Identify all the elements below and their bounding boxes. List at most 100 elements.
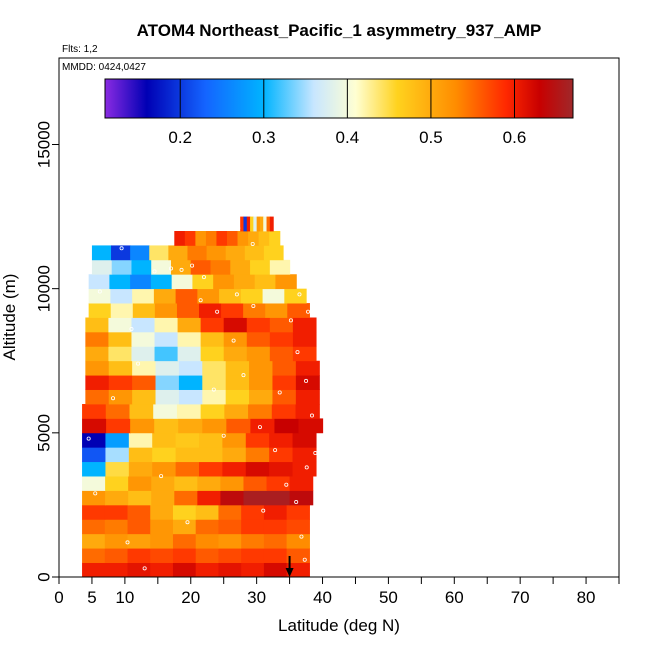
heatmap-cell (269, 432, 294, 448)
heatmap-cell (275, 274, 297, 290)
heatmap-cell (82, 519, 106, 535)
heatmap-cell (108, 360, 133, 376)
heatmap-cell (82, 548, 106, 563)
heatmap-cell (249, 375, 274, 390)
heatmap-cell (177, 346, 202, 362)
heatmap-cell (130, 245, 150, 261)
heatmap-cell (274, 418, 300, 434)
heatmap-cell (269, 447, 294, 463)
heatmap-cell (130, 418, 155, 434)
heatmap-cell (263, 504, 288, 520)
plot-frame (58, 57, 620, 578)
heatmap-cell (200, 317, 225, 333)
sample-point (251, 303, 256, 308)
heatmap-cell (175, 461, 200, 477)
heatmap-cell (174, 231, 186, 246)
heatmap-cell (216, 231, 228, 246)
heatmap-cell (269, 461, 294, 477)
heatmap-cell (286, 504, 310, 520)
heatmap-cell (88, 274, 110, 290)
heatmap-cell (150, 504, 174, 520)
heatmap-cell (223, 317, 248, 333)
heatmap-cell (298, 418, 324, 434)
heatmap-cell (85, 331, 110, 347)
heatmap-cell (152, 461, 177, 477)
heatmap-cell (155, 375, 180, 390)
heatmap-cell (108, 317, 133, 333)
heatmap-cell (128, 432, 153, 448)
heatmap-cell (82, 476, 106, 491)
sample-point (304, 378, 309, 383)
heatmap-cell (109, 274, 131, 290)
colorbar-tick-label: 0.4 (336, 128, 360, 147)
x-tick-label: 30 (247, 588, 266, 607)
heatmap-cell (263, 245, 284, 261)
colorbar-tick-label: 0.6 (503, 128, 527, 147)
heatmap-cell (237, 231, 249, 246)
heatmap-cell (174, 490, 198, 506)
heatmap-cell (105, 461, 130, 477)
sample-point (86, 436, 91, 441)
heatmap-cell (241, 504, 265, 520)
heatmap-cell (175, 447, 200, 463)
heatmap-cell (248, 404, 273, 419)
heatmap-cell (111, 245, 131, 261)
heatmap-cell (128, 461, 153, 477)
sample-point (97, 289, 102, 294)
heatmap-cell (175, 432, 200, 448)
heatmap-cell (178, 389, 203, 405)
colorbar-tick-label: 0.2 (168, 128, 192, 147)
heatmap-cell (91, 259, 113, 275)
heatmap-cell (199, 461, 223, 477)
heatmap-cell (151, 476, 175, 491)
heatmap-cell (224, 404, 249, 419)
heatmap-cell (110, 288, 133, 304)
heatmap-cell (197, 288, 220, 304)
heatmap-cell (263, 548, 288, 563)
y-axis-label: Altitude (m) (0, 274, 19, 361)
sample-point (136, 361, 141, 366)
sample-point (159, 474, 164, 479)
heatmap-cell (85, 317, 110, 333)
heatmap-cell (104, 548, 129, 563)
heatmap-cell (178, 375, 203, 390)
heatmap-cell (105, 432, 130, 448)
heatmap-cell (108, 331, 133, 347)
heatmap-cell (269, 331, 294, 347)
sample-point (306, 309, 311, 314)
heatmap-cell (263, 562, 288, 578)
heatmap-cell (149, 245, 169, 261)
heatmap-cell (172, 533, 197, 549)
heatmap-cell (155, 389, 180, 405)
heatmap-cell (128, 490, 152, 506)
heatmap-cell (210, 259, 231, 275)
heatmap-cell (246, 331, 271, 347)
sample-points (86, 226, 318, 571)
colorbar: 0.2 0.3 0.4 0.5 0.6 (104, 78, 574, 147)
sample-point (234, 292, 239, 297)
heatmap-cell (176, 404, 202, 419)
heatmap-cell (202, 360, 227, 376)
x-tick-label: 10 (115, 588, 134, 607)
heatmap-cell (150, 548, 174, 563)
heatmap-cell (195, 504, 220, 520)
heatmap-cell (82, 461, 107, 477)
heatmap-cell (226, 418, 251, 434)
heatmap-cell (202, 389, 227, 405)
heatmap-cell (150, 533, 174, 549)
sample-point (288, 318, 293, 323)
heatmap-cell (85, 375, 110, 390)
heatmap-cell (259, 216, 264, 232)
sample-point (125, 540, 130, 545)
heatmap-cell (292, 432, 317, 448)
heatmap-cell (111, 259, 133, 275)
sample-point (201, 275, 206, 280)
heatmap-cell (241, 562, 265, 578)
heatmap-cell (202, 418, 227, 434)
sample-point (111, 396, 116, 401)
heatmap-cell (132, 288, 155, 304)
sample-point (302, 557, 307, 562)
heatmap-cell (82, 562, 106, 578)
colorbar-tick-label: 0.3 (252, 128, 276, 147)
